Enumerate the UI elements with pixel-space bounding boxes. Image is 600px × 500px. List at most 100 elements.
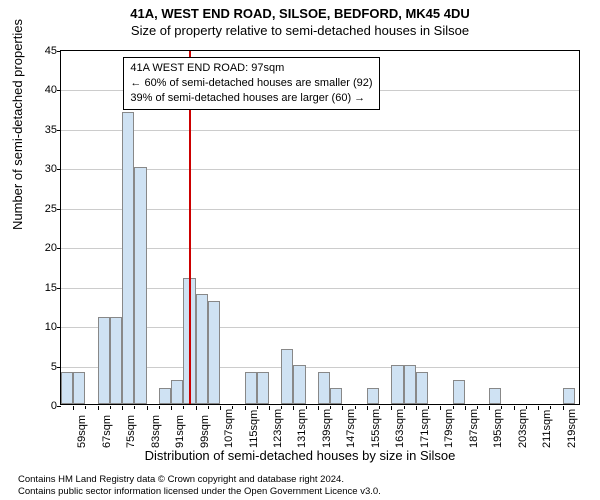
ytick-mark [57, 51, 61, 52]
xtick-minor [232, 406, 233, 409]
histogram-bar [110, 317, 122, 404]
xtick-mark [122, 406, 123, 410]
xtick-minor [379, 406, 380, 409]
histogram-bar [196, 294, 208, 404]
info-box-line3: 39% of semi-detached houses are larger (… [130, 91, 372, 106]
xtick-minor [183, 406, 184, 409]
xtick-mark [367, 406, 368, 410]
xtick-label: 107sqm [223, 409, 235, 448]
xtick-label: 91sqm [174, 415, 186, 448]
xtick-minor [404, 406, 405, 409]
xtick-minor [281, 406, 282, 409]
xtick-label: 203sqm [517, 409, 529, 448]
ytick-mark [57, 209, 61, 210]
xtick-mark [98, 406, 99, 410]
histogram-bar [563, 388, 575, 404]
xtick-mark [489, 406, 490, 410]
xtick-mark [245, 406, 246, 410]
histogram-bar [453, 380, 465, 404]
xtick-minor [477, 406, 478, 409]
xtick-label: 171sqm [419, 409, 431, 448]
histogram-bar [330, 388, 342, 404]
histogram-bar [245, 372, 257, 404]
xtick-label: 187sqm [468, 409, 480, 448]
xtick-minor [330, 406, 331, 409]
xtick-minor [134, 406, 135, 409]
x-axis-label: Distribution of semi-detached houses by … [0, 448, 600, 463]
ytick-mark [57, 288, 61, 289]
xtick-minor [159, 406, 160, 409]
xtick-mark [73, 406, 74, 410]
xtick-mark [514, 406, 515, 410]
xtick-label: 179sqm [443, 409, 455, 448]
ytick-mark [57, 406, 61, 407]
info-box-line2: ← 60% of semi-detached houses are smalle… [130, 76, 372, 91]
histogram-bar [159, 388, 171, 404]
info-box-line1: 41A WEST END ROAD: 97sqm [130, 61, 372, 76]
xtick-minor [208, 406, 209, 409]
xtick-mark [293, 406, 294, 410]
xtick-mark [196, 406, 197, 410]
ytick-label: 0 [31, 400, 57, 412]
xtick-mark [171, 406, 172, 410]
histogram-bar [489, 388, 501, 404]
xtick-label: 155sqm [370, 409, 382, 448]
ytick-mark [57, 327, 61, 328]
xtick-label: 139sqm [321, 409, 333, 448]
ytick-mark [57, 130, 61, 131]
info-box: 41A WEST END ROAD: 97sqm← 60% of semi-de… [123, 57, 379, 110]
histogram-bar [134, 167, 146, 404]
footer-attribution: Contains HM Land Registry data © Crown c… [0, 474, 600, 498]
histogram-bar [416, 372, 428, 404]
histogram-bar [257, 372, 269, 404]
xtick-label: 123sqm [272, 409, 284, 448]
xtick-minor [355, 406, 356, 409]
xtick-minor [453, 406, 454, 409]
ytick-label: 15 [31, 282, 57, 294]
xtick-minor [85, 406, 86, 409]
xtick-label: 75sqm [125, 415, 137, 448]
xtick-label: 211sqm [541, 410, 553, 448]
title-line2: Size of property relative to semi-detach… [0, 21, 600, 38]
xtick-mark [465, 406, 466, 410]
xtick-mark [269, 406, 270, 410]
xtick-label: 67sqm [101, 415, 113, 448]
xtick-minor [257, 406, 258, 409]
ytick-label: 5 [31, 361, 57, 373]
xtick-label: 147sqm [345, 409, 357, 448]
histogram-bar [318, 372, 330, 404]
xtick-mark [440, 406, 441, 410]
ytick-label: 40 [31, 84, 57, 96]
ytick-label: 30 [31, 163, 57, 175]
footer-line1: Contains HM Land Registry data © Crown c… [18, 474, 600, 486]
xtick-label: 131sqm [296, 409, 308, 448]
xtick-label: 99sqm [199, 415, 211, 448]
xtick-minor [110, 406, 111, 409]
histogram-bar [208, 301, 220, 404]
chart-area: 05101520253035404559sqm67sqm75sqm83sqm91… [60, 50, 580, 405]
xtick-label: 115sqm [248, 410, 260, 448]
plot-area: 05101520253035404559sqm67sqm75sqm83sqm91… [60, 50, 580, 405]
xtick-minor [428, 406, 429, 409]
xtick-mark [147, 406, 148, 410]
histogram-bar [391, 365, 403, 404]
xtick-label: 59sqm [76, 415, 88, 448]
xtick-minor [526, 406, 527, 409]
ytick-label: 25 [31, 203, 57, 215]
xtick-label: 219sqm [566, 409, 578, 448]
histogram-bar [73, 372, 85, 404]
histogram-bar [281, 349, 293, 404]
xtick-mark [538, 406, 539, 410]
histogram-bar [404, 365, 416, 404]
ytick-mark [57, 90, 61, 91]
y-axis-label: Number of semi-detached properties [10, 19, 25, 230]
xtick-mark [563, 406, 564, 410]
histogram-bar [122, 112, 134, 404]
gridline-h [61, 130, 579, 131]
xtick-minor [501, 406, 502, 409]
ytick-label: 45 [31, 45, 57, 57]
ytick-mark [57, 367, 61, 368]
histogram-bar [171, 380, 183, 404]
xtick-mark [220, 406, 221, 410]
xtick-mark [342, 406, 343, 410]
